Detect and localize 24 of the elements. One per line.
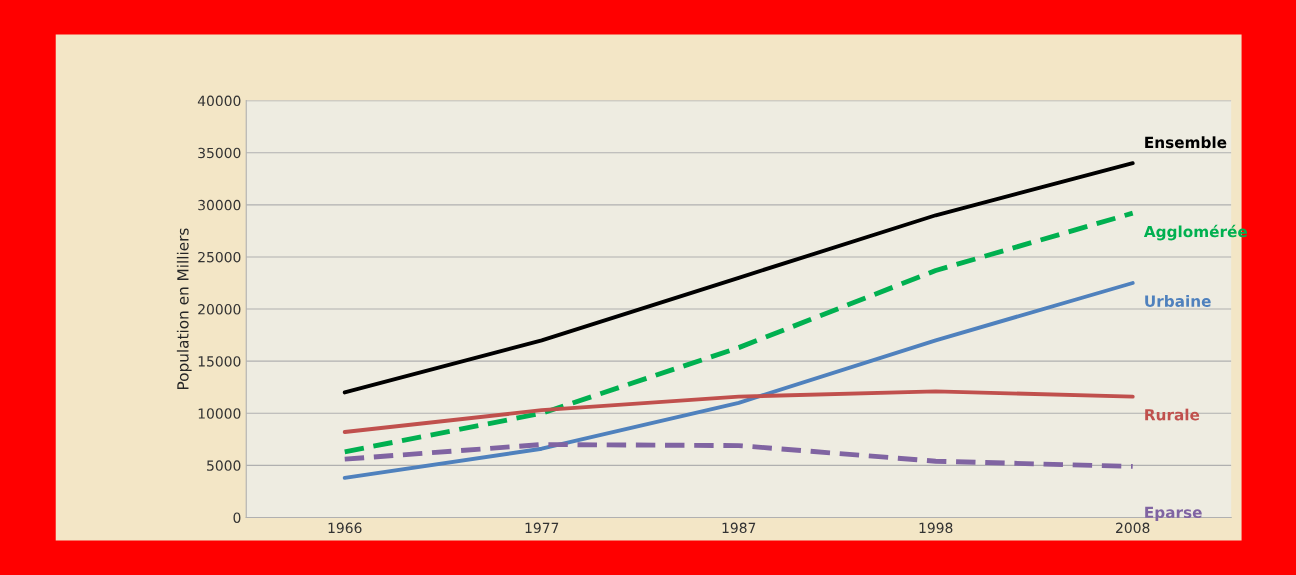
- x-tick-label: 1998: [919, 522, 953, 534]
- line-series: [342, 281, 1135, 480]
- x-tick-label: 1977: [525, 522, 559, 534]
- y-tick-label: 20000: [198, 304, 241, 315]
- y-tick-label: 0: [233, 512, 241, 523]
- series-label: Urbaine: [1145, 295, 1211, 307]
- y-tick-label: 40000: [197, 95, 241, 107]
- y-tick-label: 25000: [198, 251, 241, 263]
- y-tick-label: 30000: [198, 199, 241, 211]
- line-series: [342, 210, 1136, 455]
- x-tick-label: 1987: [722, 522, 756, 534]
- line-series: [342, 442, 1136, 469]
- x-tick-label: 1966: [328, 522, 362, 534]
- x-tick-label: 2008: [1116, 522, 1150, 534]
- y-tick-label: 10000: [198, 408, 241, 419]
- line-series: [342, 161, 1135, 395]
- series-label: Rurale: [1145, 408, 1200, 421]
- y-tick-label: 15000: [198, 356, 241, 367]
- y-tick-label: 5000: [207, 460, 241, 471]
- text: Eparse: [1145, 506, 1202, 522]
- y-tick-label: 35000: [198, 147, 241, 159]
- series-label: Ensemble: [1145, 136, 1227, 149]
- y-axis-title: Population en Milliers: [176, 228, 192, 389]
- line-series: [342, 389, 1135, 434]
